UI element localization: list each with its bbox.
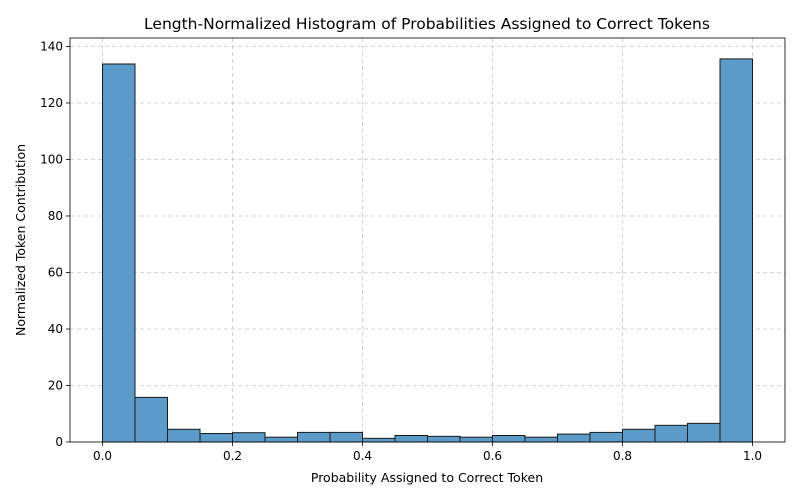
y-tick-label: 120 (40, 96, 63, 110)
histogram-bar (654, 424, 688, 443)
histogram-bar (232, 432, 266, 443)
histogram-bar (524, 436, 558, 443)
y-tick-label: 20 (48, 378, 63, 392)
y-tick-label: 140 (40, 39, 63, 53)
histogram-bar (264, 436, 298, 443)
y-tick-label: 80 (48, 209, 63, 223)
y-tick-label: 0 (55, 435, 63, 449)
histogram-bar (687, 422, 721, 443)
histogram-bar (199, 433, 233, 443)
bars (102, 58, 753, 443)
histogram-bar (557, 433, 591, 443)
y-tick-label: 40 (48, 322, 63, 336)
histogram-bar (167, 428, 201, 443)
histogram-bar (492, 435, 526, 443)
x-tick-label: 0.4 (353, 449, 372, 463)
x-tick-label: 0.0 (93, 449, 112, 463)
y-tick-label: 100 (40, 152, 63, 166)
y-tick-label: 60 (48, 265, 63, 279)
x-axis-label: Probability Assigned to Correct Token (311, 470, 543, 485)
x-tick-label: 1.0 (743, 449, 762, 463)
histogram-bar (134, 396, 168, 443)
histogram-bar (297, 431, 331, 443)
histogram-bar (102, 63, 136, 443)
x-tick-label: 0.6 (483, 449, 502, 463)
plot-frame (69, 37, 786, 443)
x-axis-ticks: 0.0 0.2 0.4 0.6 0.8 1.0 (93, 442, 762, 463)
histogram-bar (589, 431, 623, 443)
histogram-bar (394, 435, 428, 443)
histogram-bar (719, 58, 753, 443)
histogram-bar (362, 437, 396, 443)
grid (70, 38, 785, 443)
y-axis-label: Normalized Token Contribution (13, 144, 28, 336)
y-axis-ticks: 0 20 40 60 80 100 120 140 (40, 39, 70, 449)
x-tick-label: 0.2 (223, 449, 242, 463)
histogram-bar (329, 431, 363, 443)
x-tick-label: 0.8 (613, 449, 632, 463)
histogram-bar (459, 436, 493, 443)
chart-title: Length-Normalized Histogram of Probabili… (144, 15, 710, 33)
histogram-bar (622, 428, 656, 443)
histogram-bar (427, 435, 461, 443)
